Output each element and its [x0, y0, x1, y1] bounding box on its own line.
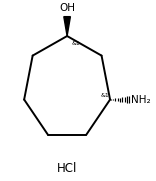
Text: NH₂: NH₂	[131, 94, 151, 105]
Text: OH: OH	[59, 3, 75, 14]
Text: &1: &1	[101, 93, 110, 98]
Polygon shape	[64, 17, 70, 36]
Text: &1: &1	[72, 41, 81, 46]
Text: HCl: HCl	[57, 162, 77, 175]
